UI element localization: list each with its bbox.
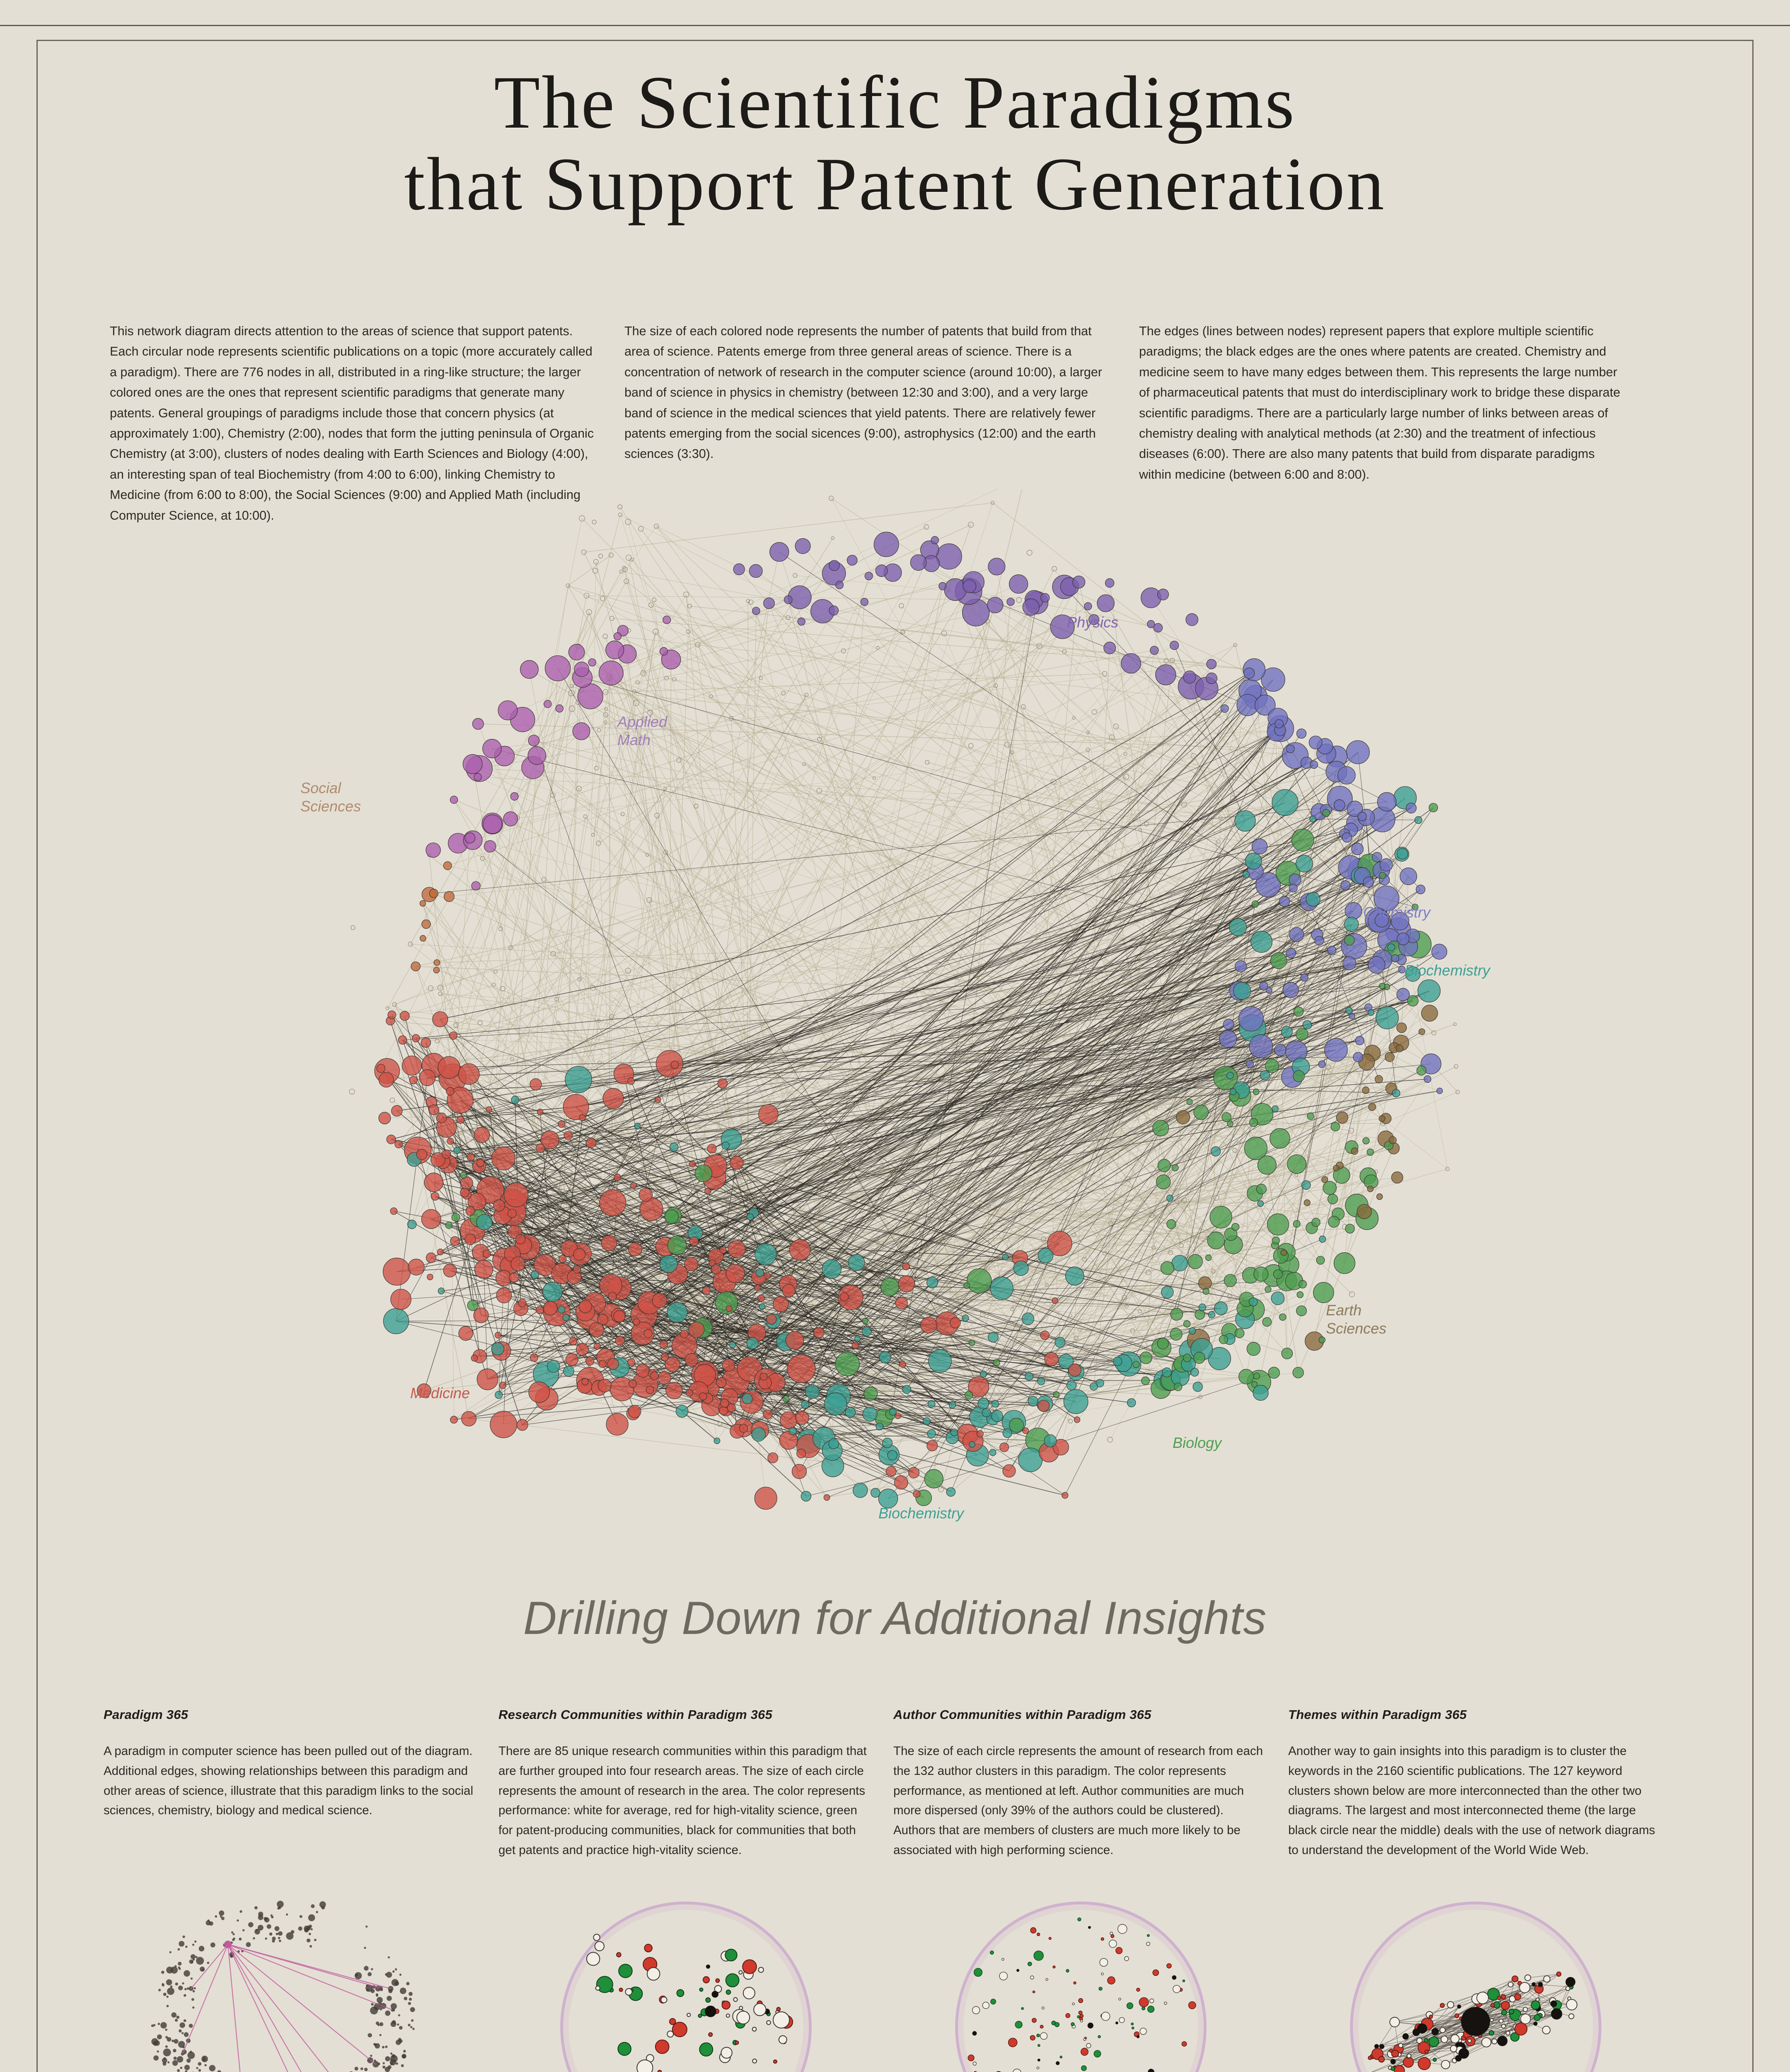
panel-body: The size of each circle represents the a… — [893, 1744, 1263, 1857]
page-title: The Scientific Paradigms that Support Pa… — [0, 62, 1790, 225]
panel-title: Paradigm 365 — [104, 1707, 189, 1722]
panel-figure — [104, 1882, 479, 2072]
network-nodes — [349, 496, 1460, 1510]
panel-figure — [893, 1882, 1268, 2072]
title-line-1: The Scientific Paradigms — [494, 61, 1296, 144]
panel-author-communities-365: Author Communities within Paradigm 365 T… — [893, 1707, 1268, 2072]
intro-column-1: This network diagram directs attention t… — [110, 324, 594, 523]
panel-body: A paradigm in computer science has been … — [104, 1744, 474, 1818]
panel-grid: Paradigm 365 A paradigm in computer scie… — [104, 1707, 1703, 2072]
panel-research-communities-365: Research Communities within Paradigm 365… — [498, 1707, 873, 2072]
figure-svg — [560, 1901, 812, 2072]
intro-columns: This network diagram directs attention t… — [110, 321, 1684, 526]
panel-figure — [1288, 1882, 1663, 2072]
panel-figure — [498, 1882, 873, 2072]
panel-body: Another way to gain insights into this p… — [1288, 1744, 1655, 1857]
top-rule — [0, 25, 1790, 26]
figure-svg — [955, 1901, 1207, 2072]
panel-title: Themes within Paradigm 365 — [1288, 1707, 1467, 1722]
panel-row-365: Paradigm 365 A paradigm in computer scie… — [104, 1707, 1703, 2072]
panel-themes-365: Themes within Paradigm 365 Another way t… — [1288, 1707, 1663, 2072]
poster-frame — [36, 40, 1754, 2072]
network-svg — [349, 489, 1460, 1510]
panel-paradigm-365: Paradigm 365 A paradigm in computer scie… — [104, 1707, 479, 2072]
title-line-2: that Support Patent Generation — [404, 142, 1386, 226]
figure-svg — [151, 1900, 415, 2072]
panel-title: Author Communities within Paradigm 365 — [893, 1707, 1151, 1722]
network-edges-dark — [380, 552, 1440, 1499]
section-heading: Drilling Down for Additional Insights — [523, 1592, 1267, 1644]
intro-column-2: The size of each colored node represents… — [624, 324, 1102, 461]
panel-body: There are 85 unique research communities… — [498, 1744, 867, 1857]
panel-title: Research Communities within Paradigm 365 — [498, 1707, 772, 1722]
figure-svg — [1350, 1901, 1601, 2072]
main-network-diagram: Physics Applied Math Social Sciences Chemis… — [83, 489, 1707, 1522]
intro-column-3: The edges (lines between nodes) represen… — [1139, 324, 1621, 482]
